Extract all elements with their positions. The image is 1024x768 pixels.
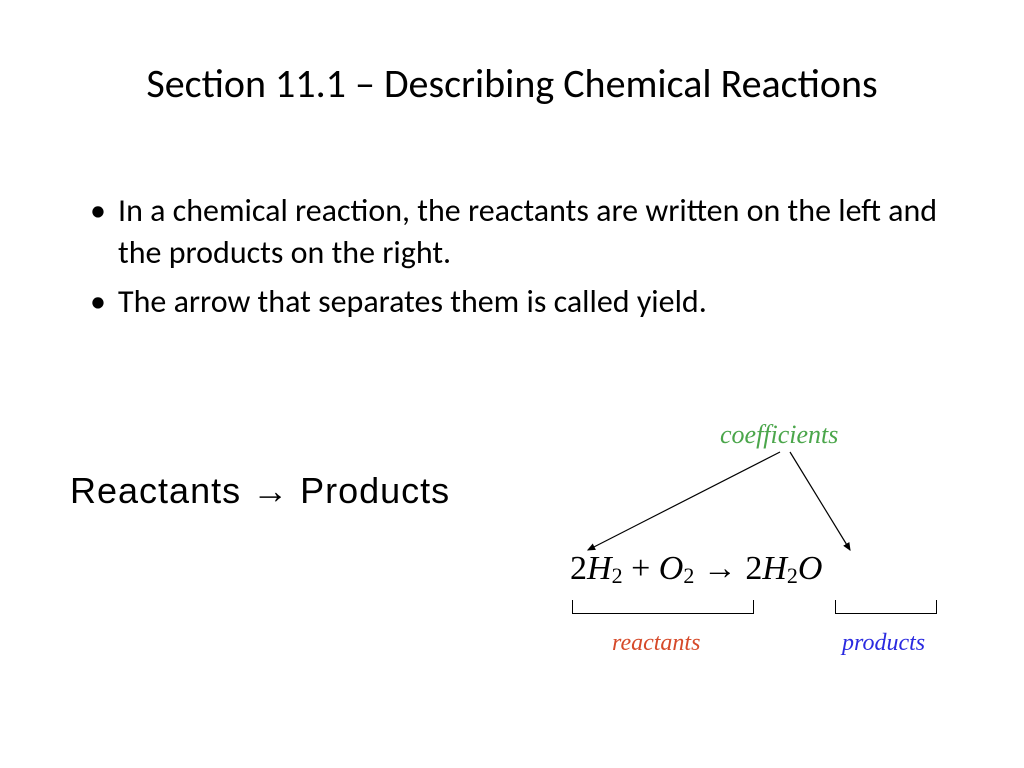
species-h2o-O: O <box>798 550 823 587</box>
coef-2: 2 <box>745 550 762 587</box>
products-label: products <box>842 630 925 657</box>
reactants-bracket <box>572 600 754 614</box>
species-h2-sub: 2 <box>612 563 623 588</box>
products-bracket <box>835 600 937 614</box>
species-h2o-H: H <box>762 550 787 587</box>
bullet-item: In a chemical reaction, the reactants ar… <box>90 190 950 273</box>
plus-sign: + <box>623 550 659 587</box>
coeff-arrow-right <box>790 452 850 550</box>
equation-diagram: coefficients 2H2 + O2 → 2H2O reactants p… <box>530 420 980 700</box>
coef-1: 2 <box>570 550 587 587</box>
species-o2-sub: 2 <box>683 563 694 588</box>
reactants-label: reactants <box>612 630 700 657</box>
chemical-equation: 2H2 + O2 → 2H2O <box>570 550 822 589</box>
species-h2o-sub: 2 <box>787 563 798 588</box>
reactants-products-text: Reactants → Products <box>70 470 450 512</box>
species-o2-O: O <box>659 550 684 587</box>
species-h2-H: H <box>587 550 612 587</box>
yield-arrow-icon: → <box>694 550 745 587</box>
bullet-item: The arrow that separates them is called … <box>90 281 950 323</box>
slide-title: Section 11.1 – Describing Chemical React… <box>0 60 1024 108</box>
coeff-arrow-left <box>588 452 780 550</box>
bullet-list: In a chemical reaction, the reactants ar… <box>90 190 950 331</box>
